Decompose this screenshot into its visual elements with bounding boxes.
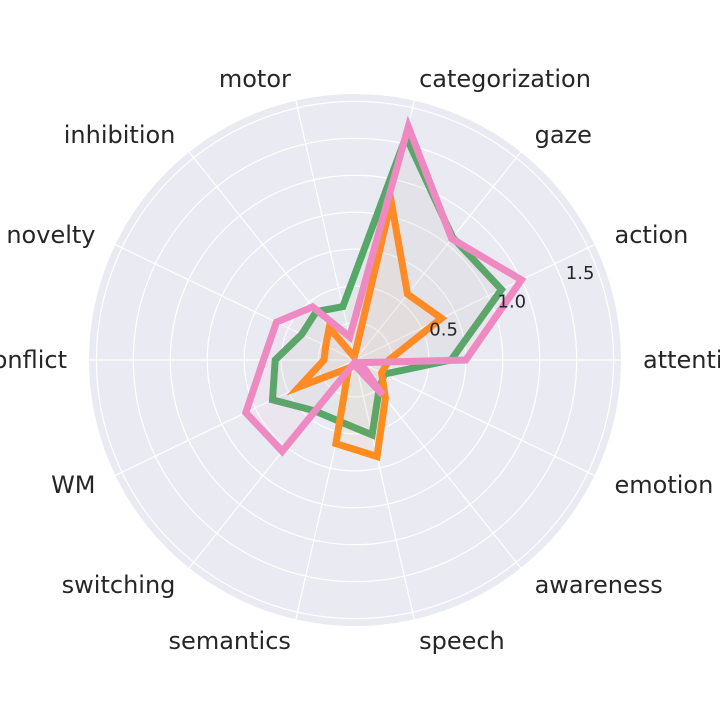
- category-label: switching: [62, 571, 176, 599]
- series-layer: [241, 115, 527, 462]
- category-label: action: [615, 221, 689, 249]
- category-label: awareness: [535, 571, 663, 599]
- category-labels: attention action gaze categorization motor in…: [0, 65, 720, 655]
- category-label: categorization: [419, 65, 591, 93]
- category-label: semantics: [169, 627, 291, 655]
- grid-spoke: [354, 359, 595, 476]
- category-label: novelty: [6, 221, 95, 249]
- category-label: emotion: [615, 471, 714, 499]
- category-label: motor: [219, 65, 291, 93]
- grid-spoke: [354, 151, 522, 361]
- radial-tick-labels: 0.5 1.0 1.5: [429, 263, 594, 341]
- category-label: speech: [419, 627, 505, 655]
- category-label: conflict: [0, 346, 67, 374]
- category-label: inhibition: [64, 121, 176, 149]
- grid-spoke: [354, 244, 595, 361]
- category-label: WM: [51, 471, 95, 499]
- rtick-label: 1.0: [498, 291, 527, 312]
- rtick-label: 0.5: [429, 320, 458, 341]
- rtick-label: 1.5: [566, 263, 595, 284]
- category-label: gaze: [535, 121, 592, 149]
- grid-spoke: [354, 359, 415, 620]
- grid-spoke: [295, 100, 356, 361]
- category-label: attention: [643, 346, 720, 374]
- grid-spoke: [115, 244, 356, 361]
